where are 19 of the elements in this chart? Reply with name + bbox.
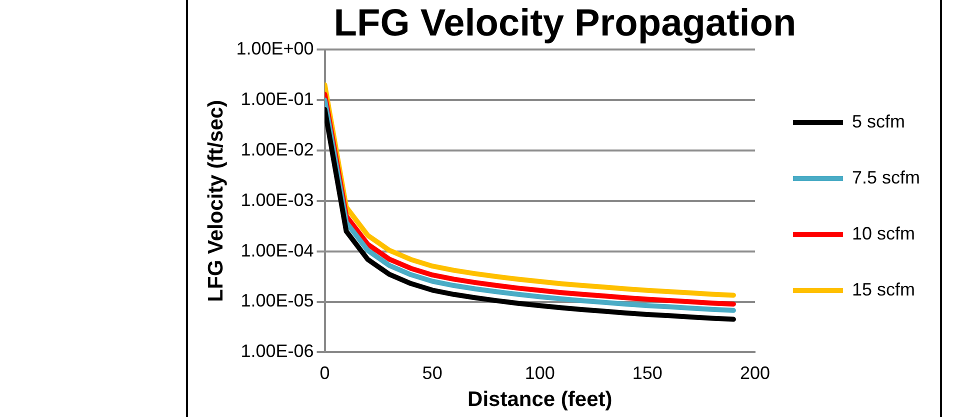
y-tick-label: 1.00E-01 <box>240 89 314 109</box>
x-tick-label: 0 <box>320 362 330 383</box>
y-tick-label: 1.00E-04 <box>240 240 314 260</box>
x-tick-label: 100 <box>524 362 555 383</box>
y-tick-label: 1.00E-02 <box>240 139 314 160</box>
chart-title: LFG Velocity Propagation <box>334 2 796 44</box>
x-tick-label: 50 <box>422 362 442 383</box>
legend-label: 5 scfm <box>852 111 905 132</box>
legend-label: 15 scfm <box>852 279 916 300</box>
x-axis-title: Distance (feet) <box>468 388 612 412</box>
y-tick-label: 1.00E-06 <box>240 341 314 362</box>
y-axis-title: LFG Velocity (ft/sec) <box>204 100 228 302</box>
x-tick-label: 200 <box>740 362 770 383</box>
legend-label: 10 scfm <box>852 223 916 244</box>
x-tick-label: 150 <box>632 362 662 383</box>
legend-label: 7.5 scfm <box>852 167 920 188</box>
y-tick-label: 1.00E-05 <box>240 290 314 311</box>
y-tick-label: 1.00E-03 <box>240 190 314 210</box>
y-tick-label: 1.00E+00 <box>236 38 314 59</box>
